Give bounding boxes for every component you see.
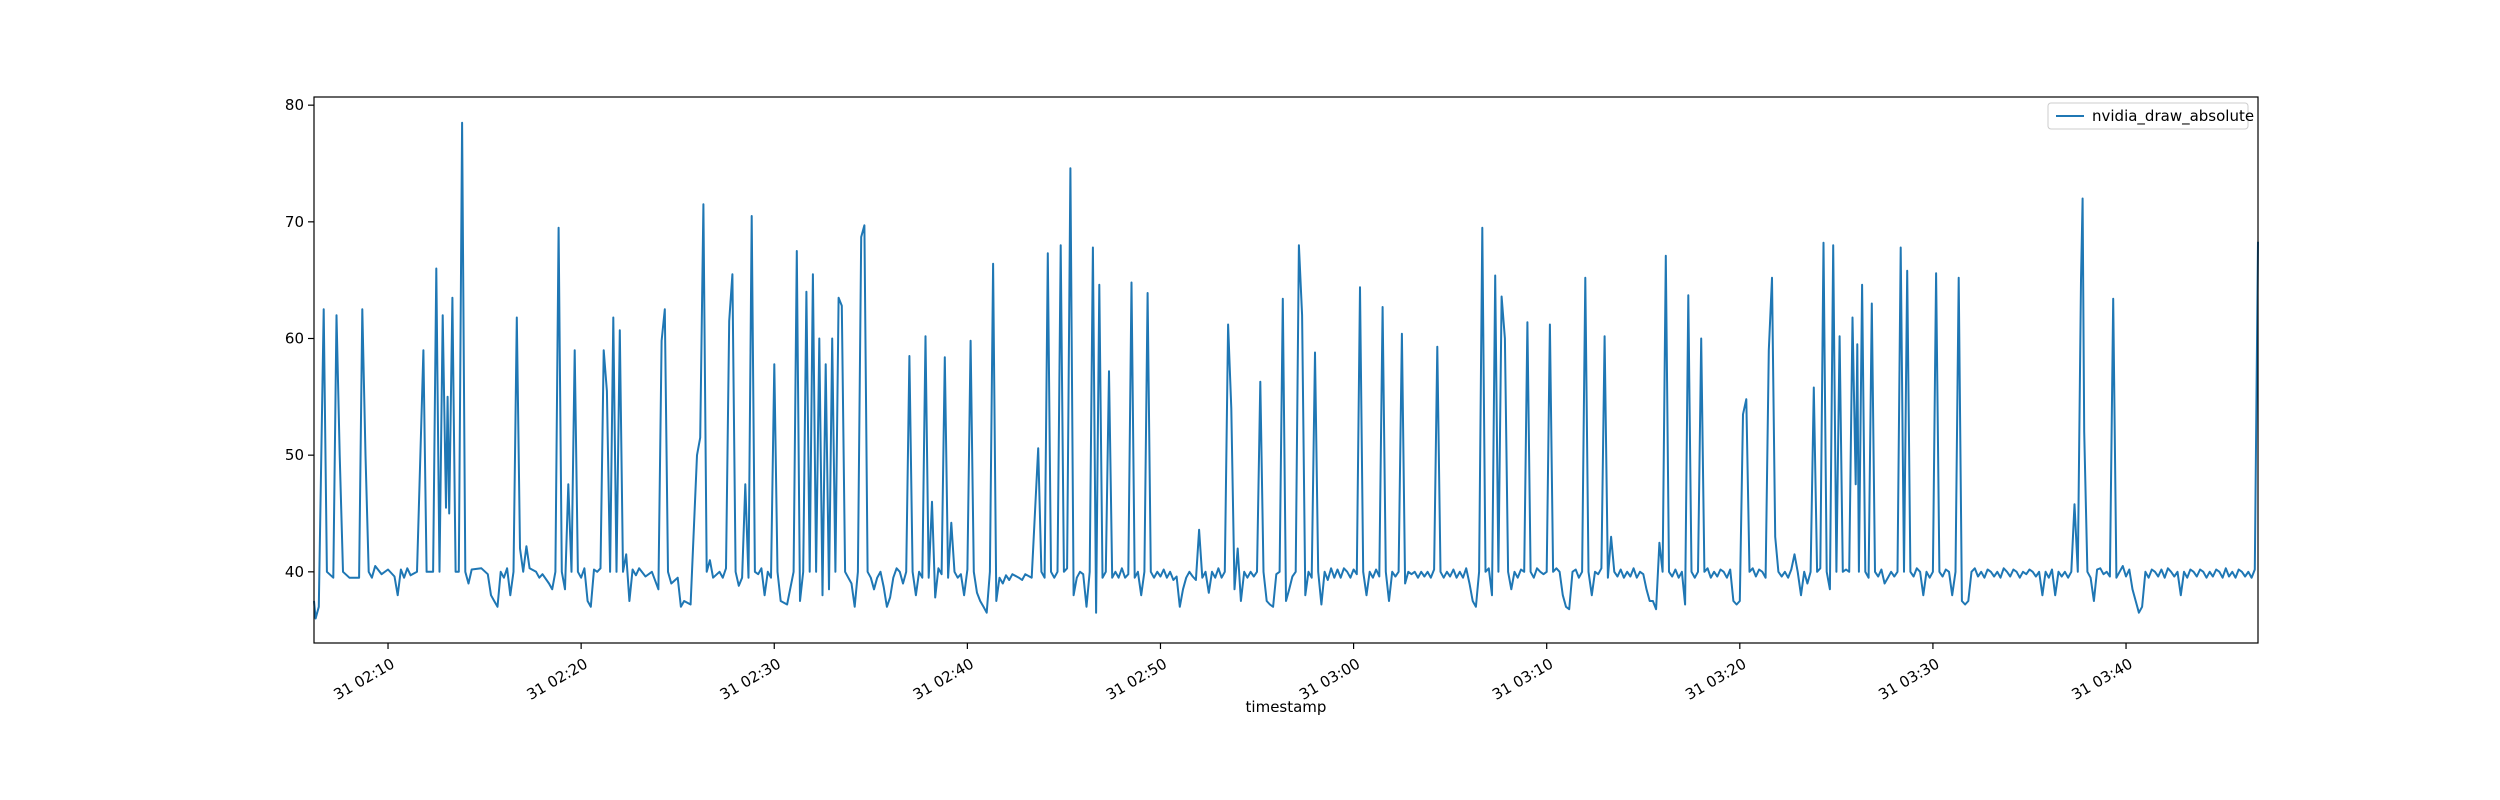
- y-tick-label: 60: [285, 330, 304, 348]
- y-axis: 40 50 60 70 80: [285, 96, 314, 581]
- y-tick-label: 50: [285, 446, 304, 464]
- legend-label: nvidia_draw_absolute: [2092, 107, 2254, 126]
- y-tick-label: 40: [285, 563, 304, 581]
- x-axis-label: timestamp: [1246, 698, 1327, 716]
- series-line-nvidia-draw-absolute: [313, 121, 2259, 620]
- legend: nvidia_draw_absolute: [2047, 102, 2254, 130]
- legend-box: [2047, 102, 2249, 130]
- plot-frame: [313, 96, 2259, 644]
- y-tick-label: 70: [285, 213, 304, 231]
- y-tick-label: 80: [285, 96, 304, 114]
